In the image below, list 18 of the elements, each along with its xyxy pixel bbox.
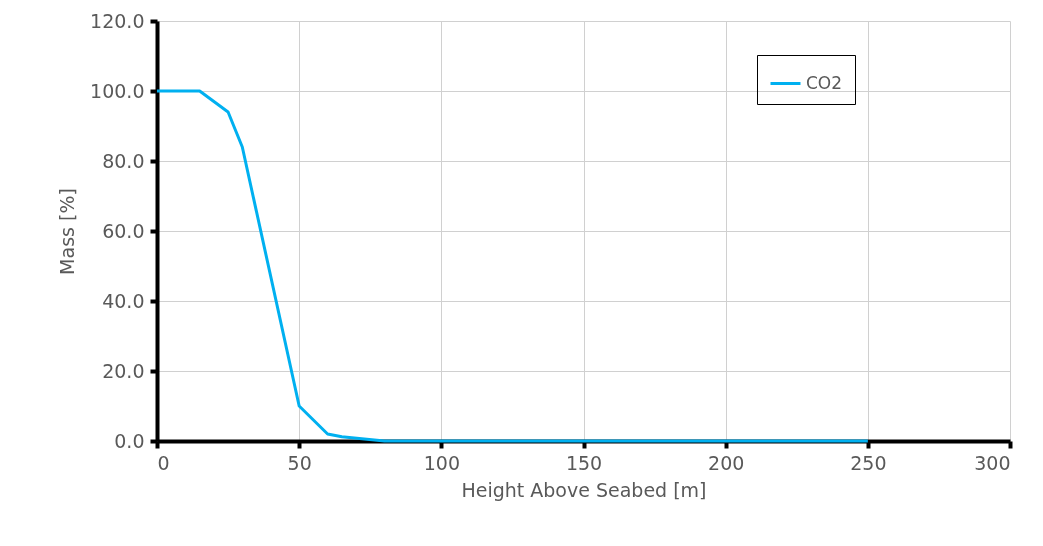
y-tick-label: 20.0 <box>102 359 145 382</box>
x-axis-title: Height Above Seabed [m] <box>461 478 707 501</box>
y-tick-label: 120.0 <box>90 9 145 32</box>
y-tick-label: 60.0 <box>102 219 145 242</box>
x-tick-label: 250 <box>850 451 887 474</box>
x-tick-label: 200 <box>708 451 745 474</box>
x-tick-label: 100 <box>423 451 460 474</box>
y-tick-label: 0.0 <box>114 429 145 452</box>
y-tick-label: 100.0 <box>90 79 145 102</box>
x-tick-label: 300 <box>974 451 1011 474</box>
y-axis-title: Mass [%] <box>56 188 79 275</box>
y-tick-label: 80.0 <box>102 149 145 172</box>
x-tick-label: 50 <box>287 451 312 474</box>
x-tick-label: 150 <box>565 451 603 474</box>
line-series <box>155 89 870 443</box>
y-tick-label: 40.0 <box>102 289 145 312</box>
legend-label: CO2 <box>806 72 843 93</box>
x-tick-label: 0 <box>157 451 170 474</box>
